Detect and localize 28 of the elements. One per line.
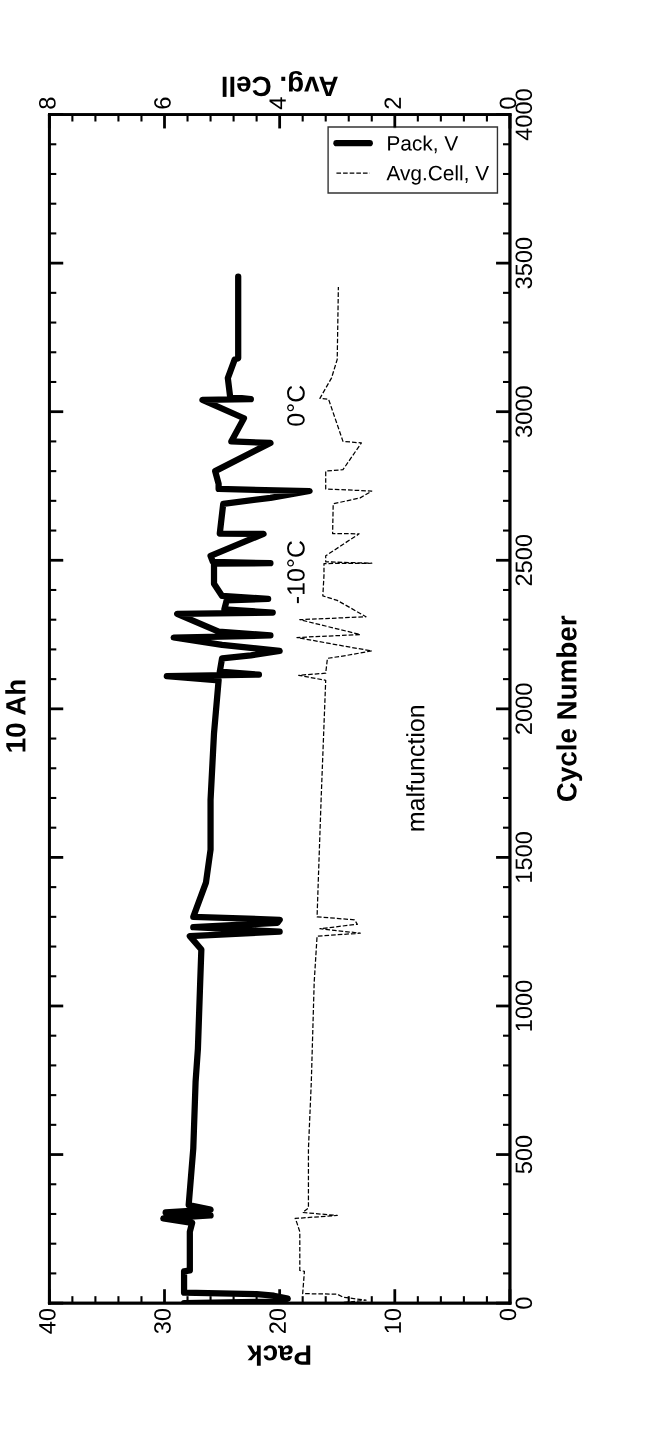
y-tick-label: 2500 xyxy=(515,534,533,586)
x-axis-title: Pack xyxy=(247,1345,311,1366)
x2-axis-title: Avg. Cell xyxy=(222,70,338,97)
x-tick-label: 20 xyxy=(269,1308,286,1334)
y-tick-label: 0 xyxy=(515,1297,533,1309)
x-tick-label: 30 xyxy=(154,1308,171,1334)
x2-tick-label: 0 xyxy=(499,97,517,109)
x2-tick-label: 4 xyxy=(269,97,286,110)
x-tick-label: 10 xyxy=(384,1308,402,1333)
y-tick-label: 500 xyxy=(515,1135,533,1174)
x2-tick-label: 8 xyxy=(38,97,56,109)
x-tick-label: 0 xyxy=(499,1308,517,1321)
legend-label: Pack, V xyxy=(388,135,459,154)
y-tick-label: 3000 xyxy=(515,386,533,438)
y-tick-label: 2000 xyxy=(515,683,533,734)
legend-label: Avg.Cell, V xyxy=(386,165,490,185)
y-tick-label: 1500 xyxy=(515,832,533,882)
x2-tick-label: 2 xyxy=(384,97,401,109)
annotation: -10°C xyxy=(287,541,305,604)
text: 10 Ah xyxy=(5,680,26,752)
y-tick-label: 4000 xyxy=(515,89,533,141)
x-tick-label: 40 xyxy=(38,1308,56,1334)
x2-tick-label: 6 xyxy=(154,97,171,109)
annotation: malfunction xyxy=(406,705,425,831)
y-tick-label: 3500 xyxy=(515,237,533,289)
annotation: 0°C xyxy=(287,385,305,426)
y-axis-title: Cycle Number xyxy=(556,615,583,802)
y-tick-label: 1000 xyxy=(515,980,533,1031)
